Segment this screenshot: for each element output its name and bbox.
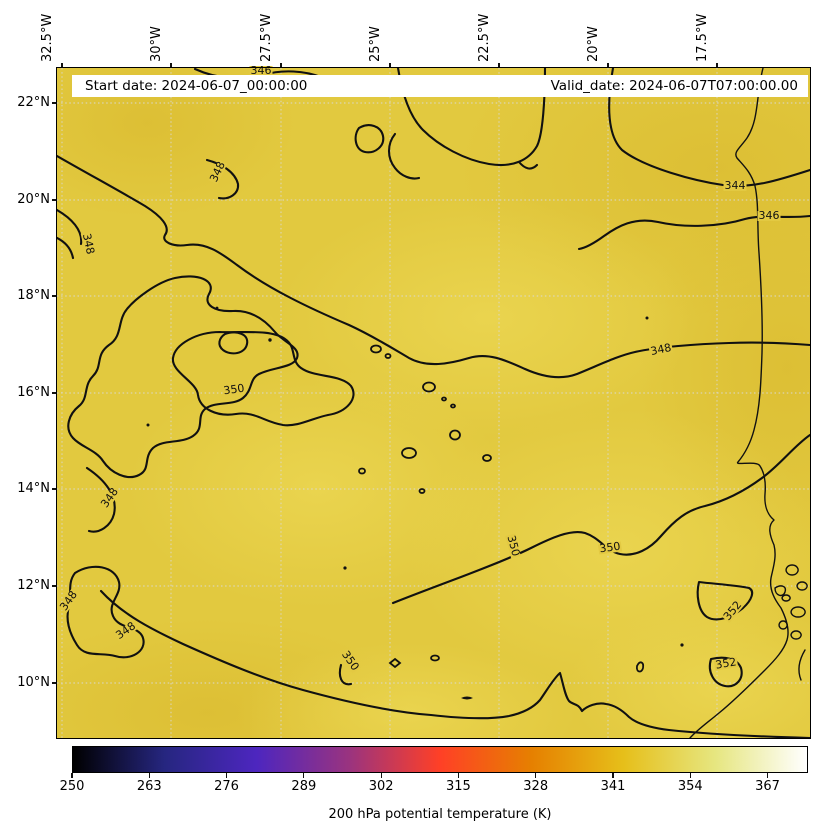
left-tick-mark xyxy=(52,199,56,201)
map-plot xyxy=(57,68,810,738)
colorbar-tick-mark xyxy=(535,773,537,778)
colorbar-tick-label: 328 xyxy=(523,779,549,794)
left-tick-label: 18°N xyxy=(17,288,50,303)
colorbar-tick-label: 341 xyxy=(600,779,626,794)
colorbar-tick-mark xyxy=(148,773,150,778)
top-tick-mark xyxy=(716,63,718,67)
contour-label: 344 xyxy=(723,179,747,192)
left-tick-mark xyxy=(52,488,56,490)
top-tick-mark xyxy=(389,63,391,67)
top-tick-mark xyxy=(170,63,172,67)
contour-label: 346 xyxy=(249,64,273,77)
colorbar-tick-mark xyxy=(612,773,614,778)
coastline xyxy=(689,68,808,738)
left-tick-label: 14°N xyxy=(17,481,50,496)
contour-label: 348 xyxy=(79,231,98,257)
top-tick-label: 17.5°W xyxy=(694,13,710,62)
left-tick-label: 20°N xyxy=(17,192,50,207)
colorbar-tick-label: 367 xyxy=(755,779,780,794)
top-tick-mark xyxy=(498,63,500,67)
contour-lines xyxy=(57,68,810,738)
left-tick-mark xyxy=(52,295,56,297)
colorbar-tick-mark xyxy=(303,773,305,778)
graticule xyxy=(57,68,810,738)
left-tick-label: 12°N xyxy=(17,578,50,593)
colorbar-tick-label: 250 xyxy=(59,779,85,794)
top-tick-mark xyxy=(61,63,63,67)
top-tick-mark xyxy=(280,63,282,67)
left-tick-mark xyxy=(52,392,56,394)
valid-date-text: Valid_date: 2024-06-07T07:00:00.00 xyxy=(550,78,798,94)
annotation-bar: Start date: 2024-06-07_00:00:00 Valid_da… xyxy=(72,75,808,97)
colorbar-tick-label: 315 xyxy=(446,779,471,794)
colorbar-tick-mark xyxy=(457,773,460,778)
top-tick-label: 22.5°W xyxy=(476,13,492,62)
colorbar xyxy=(72,746,808,773)
left-tick-mark xyxy=(52,682,56,684)
colorbar-tick-mark xyxy=(766,773,769,778)
top-tick-mark xyxy=(607,63,609,67)
start-date-text: Start date: 2024-06-07_00:00:00 xyxy=(85,78,308,94)
top-tick-label: 30°W xyxy=(148,26,164,62)
colorbar-tick-mark xyxy=(380,773,382,778)
contour-label: 346 xyxy=(757,209,781,222)
contour-label: 350 xyxy=(597,539,623,556)
left-tick-label: 22°N xyxy=(17,95,50,110)
colorbar-tick-label: 263 xyxy=(136,779,162,794)
top-tick-label: 27.5°W xyxy=(258,13,274,62)
map-axes xyxy=(57,68,810,738)
colorbar-tick-label: 289 xyxy=(291,779,317,794)
colorbar-tick-label: 302 xyxy=(368,779,394,794)
islands xyxy=(146,306,684,700)
top-tick-label: 25°W xyxy=(367,26,383,62)
left-tick-mark xyxy=(52,585,56,587)
colorbar-tick-label: 276 xyxy=(214,779,239,794)
top-tick-label: 20°W xyxy=(585,26,601,62)
colorbar-tick-mark xyxy=(689,773,691,778)
colorbar-tick-mark xyxy=(71,773,73,778)
left-tick-label: 16°N xyxy=(17,385,50,400)
colorbar-label: 200 hPa potential temperature (K) xyxy=(328,807,552,822)
left-tick-label: 10°N xyxy=(17,675,50,690)
colorbar-tick-mark xyxy=(225,773,228,778)
left-tick-mark xyxy=(52,102,56,104)
top-tick-label: 32.5°W xyxy=(39,13,55,62)
field-shading xyxy=(57,68,810,738)
colorbar-tick-label: 354 xyxy=(677,779,703,794)
contour-label: 350 xyxy=(221,381,247,398)
